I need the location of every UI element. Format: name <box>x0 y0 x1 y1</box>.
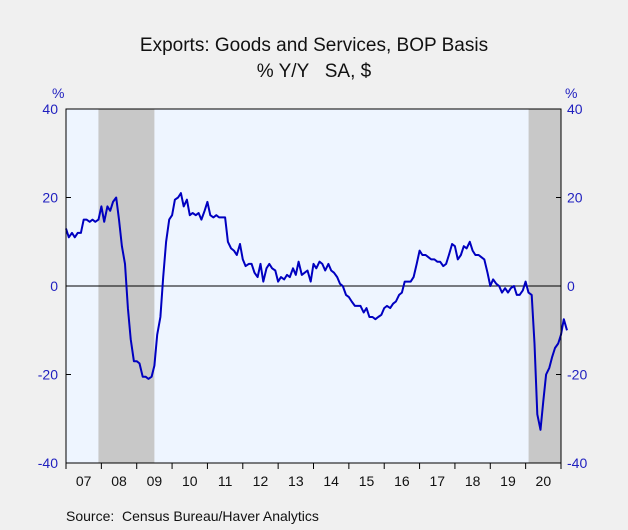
y-tick-label-right: -20 <box>567 367 587 383</box>
x-tick-label: 12 <box>253 473 269 489</box>
x-axis: 07 08 09 10 11 12 13 14 15 16 17 18 19 20 <box>65 463 562 489</box>
x-tick-label: 13 <box>288 473 304 489</box>
y-unit-right: % <box>565 85 577 101</box>
x-tick-label: 09 <box>147 473 163 489</box>
y-axis-left: 40 20 0 -20 -40 <box>38 101 71 471</box>
chart-subtitle: % Y/Y SA, $ <box>257 61 372 82</box>
y-tick-label-left: 40 <box>42 101 58 117</box>
series-layer <box>65 192 568 431</box>
x-tick-label: 10 <box>182 473 198 489</box>
y-tick-label-left: -40 <box>38 455 58 471</box>
x-tick-label: 15 <box>359 473 375 489</box>
y-tick-label-right: 20 <box>567 190 583 206</box>
chart-title: Exports: Goods and Services, BOP Basis <box>140 35 488 56</box>
x-tick-label: 19 <box>500 473 516 489</box>
y-tick-label-right: 0 <box>567 278 575 294</box>
series-line-1 <box>65 192 568 431</box>
y-tick-label-right: 40 <box>567 101 583 117</box>
y-tick-label-right: -40 <box>567 455 587 471</box>
y-tick-label-left: 20 <box>42 190 58 206</box>
y-unit-left: % <box>52 85 64 101</box>
x-tick-label: 17 <box>429 473 445 489</box>
y-tick-label-left: -20 <box>38 367 58 383</box>
x-tick-label: 07 <box>76 473 92 489</box>
x-tick-label: 11 <box>218 473 233 489</box>
y-axis-right: 40 20 0 -20 -40 <box>556 101 587 471</box>
y-tick-label-left: 0 <box>50 278 58 294</box>
x-tick-label: 08 <box>111 473 127 489</box>
x-tick-label: 14 <box>323 473 339 489</box>
x-tick-label: 18 <box>465 473 481 489</box>
x-tick-label: 16 <box>394 473 410 489</box>
source-note: Source: Census Bureau/Haver Analytics <box>66 508 319 524</box>
x-tick-label: 20 <box>536 473 552 489</box>
